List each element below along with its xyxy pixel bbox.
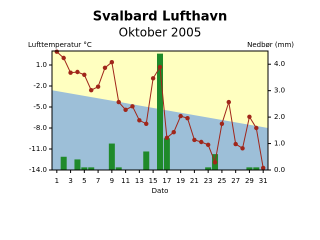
temp-point bbox=[212, 160, 218, 165]
temp-point bbox=[109, 60, 115, 65]
temp-point bbox=[192, 137, 197, 143]
x-axis-label: Dato bbox=[152, 187, 169, 195]
y-tick-label: -8.0 bbox=[33, 124, 47, 132]
chart-subtitle: Oktober 2005 bbox=[119, 26, 202, 40]
x-tick-label: 27 bbox=[231, 177, 240, 185]
x-tick-label: 3 bbox=[68, 177, 72, 185]
y-tick-label: -2.0 bbox=[33, 82, 47, 90]
temp-point bbox=[123, 107, 128, 113]
x-tick-label: 23 bbox=[204, 177, 213, 185]
temp-point bbox=[260, 165, 266, 171]
temp-point bbox=[144, 121, 149, 127]
precip-bar bbox=[205, 167, 212, 170]
y2-tick-label: 0.0 bbox=[274, 166, 285, 174]
precip-bar bbox=[81, 167, 88, 170]
temp-point bbox=[157, 64, 163, 70]
x-tick-label: 13 bbox=[135, 177, 144, 185]
x-tick-label: 25 bbox=[217, 177, 226, 185]
temp-point bbox=[247, 114, 252, 120]
y2-tick-label: 2.0 bbox=[274, 113, 285, 121]
precip-bar bbox=[60, 156, 67, 170]
temp-point bbox=[95, 84, 101, 89]
x-tick-label: 29 bbox=[245, 177, 254, 185]
temp-point bbox=[254, 125, 259, 131]
x-tick-label: 7 bbox=[96, 177, 100, 185]
chart: Svalbard Lufthavn Oktober 2005 Lufttempe… bbox=[28, 10, 294, 196]
temp-point bbox=[130, 104, 135, 109]
temp-point bbox=[102, 65, 108, 71]
y-axis-label: Lufttemperatur °C bbox=[28, 41, 92, 49]
x-tick-label: 9 bbox=[110, 177, 114, 185]
x-tick-label: 15 bbox=[149, 177, 158, 185]
temp-point bbox=[199, 139, 204, 145]
temp-point bbox=[61, 55, 66, 61]
x-tick-label: 31 bbox=[259, 177, 268, 185]
x-tick-label: 21 bbox=[190, 177, 199, 185]
precip-bar bbox=[115, 167, 122, 170]
precip-bar bbox=[74, 159, 81, 170]
precip-bar bbox=[143, 151, 150, 170]
y2-axis-label: Nedbør (mm) bbox=[247, 41, 294, 49]
temp-point bbox=[226, 99, 231, 105]
y-tick-label: -14.0 bbox=[29, 166, 47, 174]
y-tick-label: -5.0 bbox=[33, 103, 47, 111]
temp-point bbox=[219, 121, 225, 127]
temp-point bbox=[150, 76, 156, 81]
x-tick-label: 1 bbox=[55, 177, 59, 185]
temp-point bbox=[82, 72, 87, 78]
temp-point bbox=[233, 141, 238, 147]
plot-frame bbox=[51, 50, 269, 171]
precip-bar bbox=[108, 143, 115, 170]
temp-point bbox=[205, 142, 211, 147]
y2-tick-label: 4.0 bbox=[274, 60, 285, 68]
temp-point bbox=[68, 70, 73, 75]
x-tick-label: 5 bbox=[82, 177, 86, 185]
temp-point bbox=[75, 69, 80, 75]
y2-tick-label: 1.0 bbox=[274, 140, 285, 148]
x-tick-label: 19 bbox=[176, 177, 185, 185]
chart-title: Svalbard Lufthavn bbox=[93, 10, 228, 25]
temp-point bbox=[116, 99, 121, 105]
precip-bar bbox=[163, 138, 170, 170]
temp-point bbox=[89, 88, 94, 93]
x-tick-label: 17 bbox=[162, 177, 171, 185]
temp-point bbox=[54, 49, 60, 54]
precip-bar bbox=[88, 167, 95, 170]
y2-tick-label: 3.0 bbox=[274, 87, 285, 95]
precip-bar bbox=[157, 53, 163, 171]
temp-point bbox=[178, 113, 183, 119]
temp-point bbox=[164, 135, 170, 140]
y-tick-label: -11.0 bbox=[29, 145, 47, 153]
precip-bar bbox=[246, 167, 253, 170]
x-tick-label: 11 bbox=[121, 177, 130, 185]
y-tick-label: 1.0 bbox=[36, 61, 47, 69]
temp-point bbox=[171, 130, 176, 135]
precip-bar bbox=[253, 167, 260, 170]
temp-point bbox=[137, 118, 142, 123]
temp-point bbox=[240, 146, 245, 151]
temp-point bbox=[185, 116, 190, 121]
